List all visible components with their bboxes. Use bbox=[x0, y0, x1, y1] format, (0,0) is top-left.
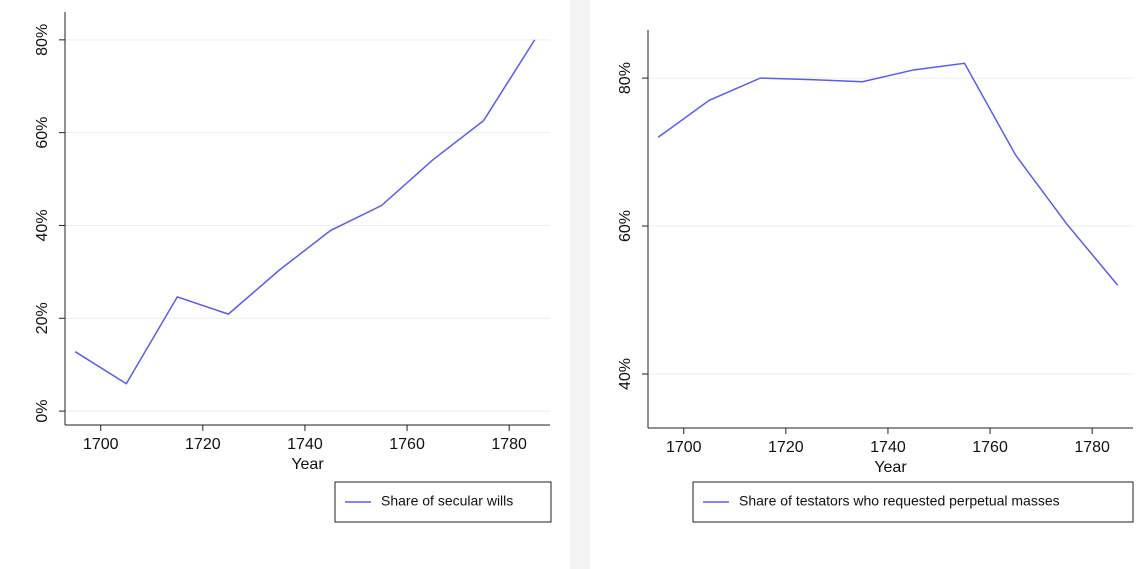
x-axis-title: Year bbox=[291, 456, 324, 473]
y-tick-label: 60% bbox=[34, 117, 51, 149]
x-tick-label: 1740 bbox=[870, 439, 906, 456]
legend-label: Share of secular wills bbox=[381, 493, 513, 509]
panel bbox=[590, 0, 1143, 569]
x-tick-label: 1780 bbox=[491, 436, 527, 453]
x-tick-label: 1780 bbox=[1074, 439, 1110, 456]
legend-label: Share of testators who requested perpetu… bbox=[739, 493, 1060, 509]
y-tick-label: 60% bbox=[617, 210, 634, 242]
x-tick-label: 1700 bbox=[666, 439, 702, 456]
line bbox=[74, 39, 536, 385]
y-tick-label: 40% bbox=[34, 209, 51, 241]
x-tick-label: 1760 bbox=[389, 436, 425, 453]
x-tick-label: 1740 bbox=[287, 436, 323, 453]
y-tick-label: 0% bbox=[34, 400, 51, 423]
y-tick-label: 20% bbox=[34, 302, 51, 334]
y-tick-label: 80% bbox=[34, 24, 51, 56]
x-tick-label: 1700 bbox=[83, 436, 119, 453]
legend-box bbox=[692, 481, 1134, 523]
x-axis-title: Year bbox=[874, 459, 907, 476]
line bbox=[657, 62, 1119, 286]
x-tick-label: 1720 bbox=[768, 439, 804, 456]
x-tick-label: 1720 bbox=[185, 436, 221, 453]
x-tick-label: 1760 bbox=[972, 439, 1008, 456]
y-tick-label: 80% bbox=[617, 62, 634, 94]
y-tick-label: 40% bbox=[617, 358, 634, 390]
panel bbox=[0, 0, 570, 569]
